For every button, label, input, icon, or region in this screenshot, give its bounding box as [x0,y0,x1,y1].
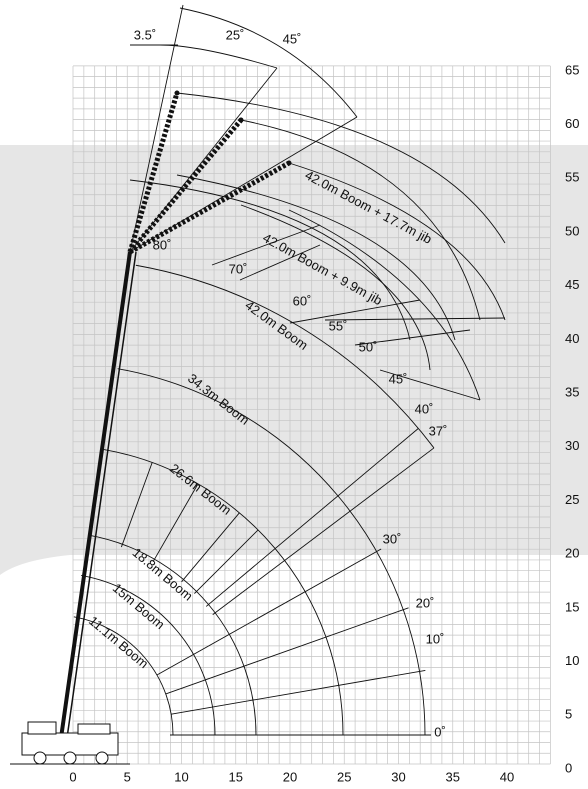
offset-line [129,67,278,253]
x-axis-label: 15 [229,769,243,784]
radial-line [194,529,259,594]
range-lines [58,4,506,746]
angle-label: 80˚ [153,237,172,252]
crane-truck [10,721,130,765]
radial-line [205,428,419,607]
jib-envelope [129,179,411,341]
jib-line [289,299,421,324]
y-axis-label: 55 [565,170,579,185]
y-axis-label: 40 [565,331,579,346]
y-axis-label: 25 [565,492,579,507]
y-axis-label: 5 [565,707,572,722]
radial-line [171,669,426,715]
jib-envelope [176,92,506,244]
boom-arc [135,264,435,449]
jib-line [324,317,506,321]
y-axis-label: 0 [565,760,572,775]
y-axis-label: 60 [565,116,579,131]
jib-envelope [240,119,481,321]
angle-label: 70˚ [229,261,248,276]
angle-label: 0˚ [434,724,446,739]
boom-arc [73,616,174,736]
radial-line [212,447,435,615]
angle-label: 50˚ [359,339,378,354]
x-axis-label: 20 [283,769,297,784]
x-axis-label: 0 [69,769,76,784]
angle-label: 30˚ [383,531,402,546]
angle-label: 10˚ [426,631,445,646]
offset-label: 25˚ [226,27,245,42]
radial-line [120,462,153,548]
grid [72,65,551,765]
jib-line [379,369,481,401]
angle-label: 45˚ [389,371,408,386]
radial-line [152,483,199,563]
jib-envelope [176,174,456,341]
angle-label: 55˚ [329,318,348,333]
x-axis-label: 30 [391,769,405,784]
y-axis-label: 65 [565,62,579,77]
jib-envelope [288,162,506,321]
jib [128,118,243,254]
main-boom [58,251,132,746]
y-axis-label: 45 [565,277,579,292]
y-axis-label: 30 [565,438,579,453]
radial-line [165,607,409,695]
x-axis-label: 35 [446,769,460,784]
main-boom [65,251,137,746]
radial-line [181,512,240,583]
angle-label: 40˚ [415,401,434,416]
background-band [0,145,588,575]
jib [128,160,291,255]
offset-label: 45˚ [283,31,302,46]
jib [127,92,180,253]
y-axis-label: 15 [565,599,579,614]
offset-arc [159,44,278,69]
y-axis-label: 50 [565,223,579,238]
offset-line [129,4,184,253]
x-axis-label: 10 [174,769,188,784]
offset-arc [179,7,358,118]
jib-line [354,329,471,346]
x-axis-label: 25 [337,769,351,784]
y-axis-label: 20 [565,546,579,561]
boom-label: 11.1m Boom [86,613,151,671]
jib-envelope [240,204,431,371]
offset-label: 3.5˚ [134,27,156,42]
offset-line [129,116,358,253]
angle-label: 60˚ [293,293,312,308]
x-axis-label: 5 [124,769,131,784]
jib-line [239,244,321,281]
x-axis-label: 40 [500,769,514,784]
y-axis-label: 35 [565,385,579,400]
radial-line [156,548,382,676]
angle-label: 37˚ [429,423,448,438]
jib-line [211,224,321,266]
angle-label: 20˚ [416,595,435,610]
boom-arc [81,575,216,736]
y-axis-label: 10 [565,653,579,668]
jib-envelope [288,209,481,401]
